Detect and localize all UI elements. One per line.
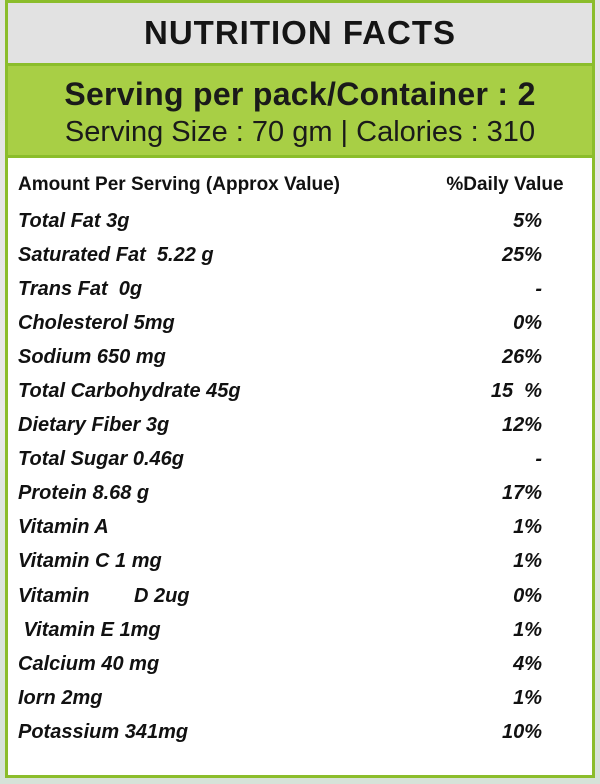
serving-info: Serving per pack/Container : 2 Serving S… — [8, 66, 592, 158]
nutrient-name: Potassium 341mg — [18, 720, 189, 743]
servings-per-container: Serving per pack/Container : 2 — [64, 76, 536, 112]
table-row: Total Carbohydrate 45g 15 % — [18, 374, 580, 408]
table-row: Vitamin D 2ug 0% — [18, 579, 580, 613]
nutrient-name: Total Fat 3g — [18, 209, 130, 232]
nutrient-name: Sodium 650 mg — [18, 345, 166, 368]
table-row: Vitamin E 1mg 1% — [18, 613, 580, 647]
nutrient-daily-value: 17% — [501, 482, 542, 505]
nutrient-name: Trans Fat 0g — [18, 277, 143, 300]
table-row: Vitamin C 1 mg 1% — [18, 545, 580, 579]
nutrient-name: Total Sugar 0.46g — [18, 448, 184, 471]
nutrient-daily-value: - — [535, 277, 542, 300]
table-row: Calcium 40 mg 4% — [18, 647, 580, 681]
nutrient-name: Protein 8.68 g — [18, 482, 150, 505]
nutrient-daily-value: - — [535, 448, 542, 471]
nutrient-rows: Total Fat 3g 5% Saturated Fat 5.22 g 25% Tra… — [18, 204, 580, 750]
nutrient-name: Vitamin A — [18, 516, 109, 539]
nutrient-name: Iorn 2mg — [18, 686, 103, 709]
table-row: Sodium 650 mg 26% — [18, 340, 580, 374]
nutrient-name: Cholesterol 5mg — [18, 311, 175, 334]
table-row: Dietary Fiber 3g 12% — [18, 409, 580, 443]
serving-size-calories: Serving Size : 70 gm | Calories : 310 — [64, 116, 536, 148]
nutrient-daily-value: 1% — [513, 686, 542, 709]
nutrient-table: Amount Per Serving (Approx Value) %Daily… — [8, 158, 592, 750]
nutrient-daily-value: 0% — [513, 584, 542, 607]
nutrient-name: Vitamin E 1mg — [18, 618, 161, 641]
table-row: Protein 8.68 g 17% — [18, 477, 580, 511]
nutrient-daily-value: 12% — [501, 414, 542, 437]
label-title: NUTRITION FACTS — [144, 14, 456, 51]
amount-header: Amount Per Serving (Approx Value) — [18, 174, 340, 195]
nutrient-name: Calcium 40 mg — [18, 652, 160, 675]
nutrient-daily-value: 5% — [513, 209, 542, 232]
nutrient-daily-value: 15 % — [490, 380, 542, 403]
table-row: Cholesterol 5mg 0% — [18, 306, 580, 340]
nutrient-name: Vitamin C 1 mg — [18, 550, 162, 573]
daily-value-header: %Daily Value — [446, 174, 564, 195]
table-row: Saturated Fat 5.22 g 25% — [18, 238, 580, 272]
nutrient-daily-value: 1% — [513, 550, 542, 573]
nutrient-daily-value: 4% — [513, 652, 542, 675]
nutrient-daily-value: 0% — [513, 311, 542, 334]
table-row: Trans Fat 0g - — [18, 272, 580, 306]
title-bar: NUTRITION FACTS — [8, 3, 592, 66]
nutrition-label: NUTRITION FACTS Serving per pack/Contain… — [5, 0, 595, 778]
table-header: Amount Per Serving (Approx Value) %Daily… — [18, 174, 580, 204]
table-row: Vitamin A 1% — [18, 511, 580, 545]
nutrient-daily-value: 26% — [501, 345, 542, 368]
table-row: Iorn 2mg 1% — [18, 681, 580, 715]
nutrient-daily-value: 1% — [513, 618, 542, 641]
table-row: Potassium 341mg 10% — [18, 715, 580, 749]
nutrient-name: Vitamin D 2ug — [18, 584, 190, 607]
nutrient-name: Saturated Fat 5.22 g — [18, 243, 214, 266]
nutrient-daily-value: 25% — [501, 243, 542, 266]
nutrient-daily-value: 1% — [513, 516, 542, 539]
nutrient-daily-value: 10% — [501, 720, 542, 743]
nutrient-name: Total Carbohydrate 45g — [18, 380, 241, 403]
table-row: Total Sugar 0.46g - — [18, 443, 580, 477]
nutrient-name: Dietary Fiber 3g — [18, 414, 170, 437]
table-row: Total Fat 3g 5% — [18, 204, 580, 238]
